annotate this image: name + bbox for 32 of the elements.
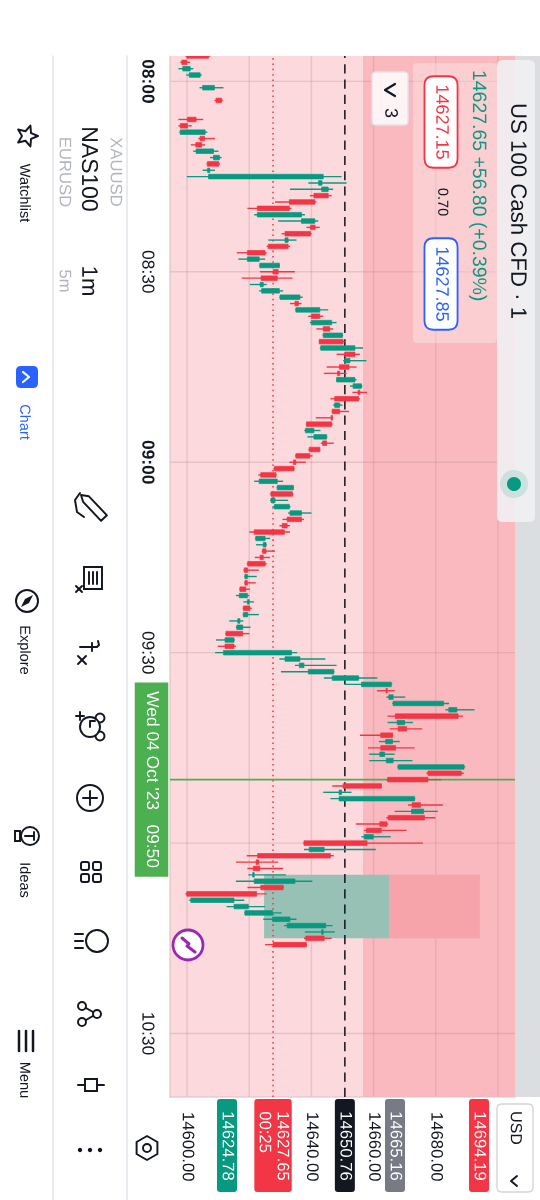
text: 14665.16	[390, 1112, 403, 1181]
x-tick-label: 14680.00	[431, 1113, 444, 1181]
x-tick-label: 14600.00	[182, 1113, 195, 1181]
text: Watchlist	[20, 163, 31, 223]
x-tick-label: 14660.00	[369, 1113, 381, 1181]
y-tick-label: 08:00	[142, 59, 155, 103]
y-tick-label: 09:00	[142, 440, 155, 484]
text: 14624.78	[222, 1112, 235, 1181]
text: 1m	[82, 267, 98, 295]
y-tick-label: 08:30	[142, 250, 155, 293]
text: Ideas	[20, 863, 31, 898]
text: 5m	[59, 270, 72, 292]
x-tick-label: 14640.00	[306, 1113, 319, 1181]
text: 14627.65 +56.80 (+0.39%)	[468, 71, 488, 301]
annotation: 3	[385, 108, 398, 118]
annotation: 0.70	[438, 188, 449, 216]
text: 14694.19	[474, 1112, 487, 1180]
text: EURUSD	[59, 138, 72, 207]
text: Menu	[20, 1062, 31, 1098]
ref-line-label: 14627.65 00:25	[259, 1111, 290, 1181]
annotation: 14627.85	[436, 247, 449, 321]
text: US 100 Cash CFD · 1	[511, 104, 528, 319]
annotation: 14627.15	[436, 85, 449, 159]
y-tick-label: 10:30	[142, 1013, 155, 1055]
y-tick-label: 09:30	[142, 631, 155, 674]
text: Chart	[20, 404, 31, 440]
ref-line-label: 14650.76	[340, 1112, 353, 1181]
text: XAUUSD	[110, 137, 123, 206]
ref-line-label: Wed 04 Oct '23 09:50	[146, 691, 160, 868]
text: USD	[510, 1112, 523, 1145]
text: Explore	[17, 626, 31, 675]
text: NAS100	[81, 128, 99, 211]
